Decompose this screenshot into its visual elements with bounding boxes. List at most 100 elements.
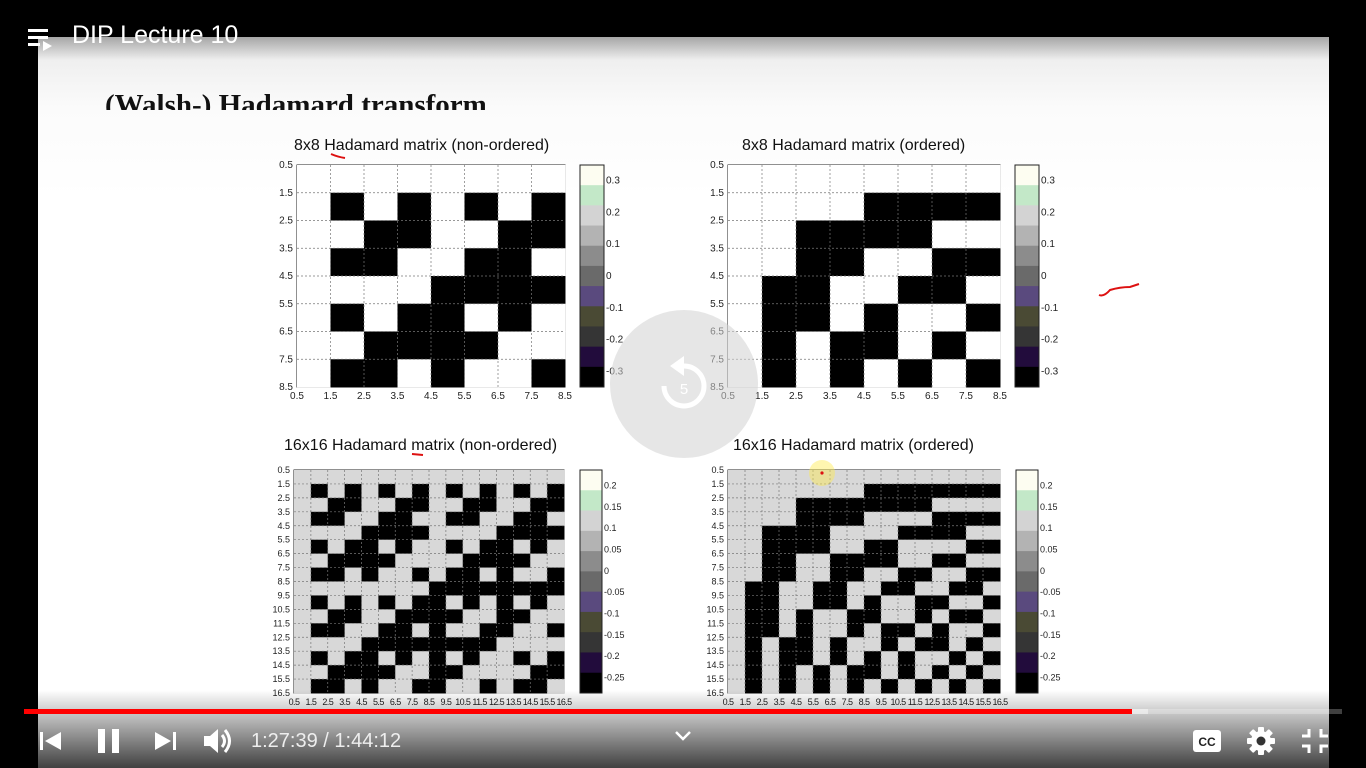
matrix-cell: [745, 595, 763, 610]
matrix-cell: [364, 192, 398, 221]
matrix-cell: [779, 470, 797, 485]
matrix-cell: [728, 192, 763, 221]
x-tick-label: 2.5: [789, 391, 803, 402]
matrix-cell: [898, 637, 916, 652]
y-tick-label: 14.5: [706, 660, 724, 670]
matrix-cell: [932, 595, 950, 610]
matrix-cell: [728, 248, 763, 277]
matrix-cell: [830, 192, 865, 221]
matrix-cell: [813, 595, 831, 610]
y-tick-label: 8.5: [277, 577, 290, 587]
x-tick-label: 3.5: [391, 391, 405, 402]
matrix-cell: [762, 525, 780, 541]
matrix-cell: [966, 539, 984, 555]
matrix-cell: [361, 665, 379, 680]
matrix-cell: [898, 609, 916, 624]
matrix-cell: [966, 581, 984, 596]
y-tick-label: 13.5: [706, 646, 724, 656]
matrix-cell: [949, 553, 967, 568]
matrix-cell: [847, 623, 865, 638]
matrix-cell: [378, 637, 396, 652]
matrix-cell: [932, 303, 967, 332]
matrix-cell: [429, 581, 447, 596]
matrix-cell: [983, 497, 1001, 513]
matrix-cell: [327, 609, 346, 624]
matrix-cell: [864, 553, 882, 568]
matrix-cell: [412, 665, 430, 680]
colorbar-tick-label: 0.1: [1040, 523, 1053, 533]
matrix-cell: [462, 595, 481, 610]
y-tick-label: 10.5: [706, 604, 724, 614]
pause-button[interactable]: [96, 727, 122, 760]
x-tick-label: 8.5: [993, 391, 1007, 402]
matrix-cell: [796, 220, 831, 249]
matrix-cell: [728, 637, 746, 652]
matrix-cell: [378, 665, 396, 680]
colorbar-segment: [580, 366, 604, 388]
playlist-button[interactable]: [27, 26, 55, 52]
matrix-cell: [796, 276, 831, 305]
current-time: 1:27:39: [251, 730, 318, 752]
next-button[interactable]: [152, 729, 178, 758]
matrix-cell: [547, 581, 565, 596]
more-videos-button[interactable]: [673, 729, 693, 748]
matrix-cell: [881, 470, 899, 485]
matrix-cell: [762, 248, 797, 277]
matrix-cell: [479, 623, 497, 638]
matrix-cell: [813, 511, 831, 527]
matrix-cell: [949, 539, 967, 555]
matrix-cell: [932, 192, 967, 221]
matrix-cell: [530, 623, 548, 638]
volume-button[interactable]: [202, 726, 236, 761]
progress-bar[interactable]: [24, 709, 1342, 714]
matrix-cell: [762, 665, 780, 680]
colorbar-segment: [580, 265, 604, 287]
matrix-cell: [881, 525, 899, 541]
matrix-cell: [412, 525, 430, 541]
matrix-cell: [531, 331, 566, 360]
matrix-cell: [762, 637, 780, 652]
matrix-cell: [364, 359, 398, 388]
colorbar-tick-label: -0.25: [604, 672, 625, 682]
matrix-cell: [745, 497, 763, 513]
x-tick-label: 3.5: [823, 391, 837, 402]
settings-button[interactable]: [1246, 726, 1276, 761]
matrix-cell: [898, 581, 916, 596]
exit-fullscreen-button[interactable]: [1300, 727, 1330, 760]
matrix-cell: [412, 470, 430, 485]
matrix-cell: [327, 651, 346, 666]
top-gradient: [0, 0, 1366, 60]
previous-button[interactable]: [38, 729, 64, 758]
video-title[interactable]: DIP Lecture 10: [72, 21, 239, 49]
matrix-cell: [412, 651, 430, 666]
matrix-cell: [932, 623, 950, 638]
matrix-cell: [395, 651, 413, 666]
colorbar-segment: [1016, 652, 1038, 674]
matrix-cell: [547, 553, 565, 568]
matrix-cell: [898, 470, 916, 485]
matrix-cell: [464, 248, 499, 277]
colorbar-tick-label: 0.15: [1040, 502, 1058, 512]
matrix-cell: [983, 539, 1001, 555]
matrix-cell: [310, 623, 329, 638]
captions-button[interactable]: CC: [1192, 728, 1222, 759]
matrix-cell: [915, 553, 933, 568]
matrix-cell: [728, 609, 746, 624]
matrix-cell: [496, 581, 514, 596]
matrix-cell: [813, 665, 831, 680]
matrix-cell: [513, 567, 531, 582]
matrix-cell: [429, 525, 447, 541]
colorbar-segment: [580, 286, 604, 307]
matrix-cell: [847, 553, 865, 568]
matrix-cell: [864, 525, 882, 541]
matrix-cell: [864, 665, 882, 680]
matrix-cell: [762, 651, 780, 666]
plot-title-8-nonordered: 8x8 Hadamard matrix (non-ordered): [294, 137, 550, 154]
matrix-cell: [297, 276, 331, 305]
matrix-cell: [547, 470, 565, 485]
y-tick-label: 1.5: [710, 188, 724, 199]
matrix-cell: [547, 595, 565, 610]
matrix-cell: [496, 470, 514, 485]
matrix-cell: [395, 679, 413, 694]
